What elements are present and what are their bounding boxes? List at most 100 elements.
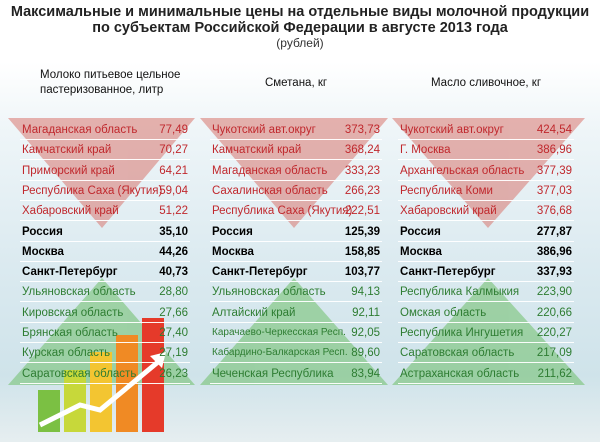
region-name: Москва — [400, 245, 442, 258]
up-arrow — [200, 278, 388, 385]
row-divider — [398, 281, 574, 283]
down-arrow — [8, 118, 195, 228]
region-name: Архангельская область — [400, 164, 525, 177]
price: 386,96 — [536, 144, 572, 157]
row-divider — [20, 382, 190, 384]
region-name: Санкт-Петербург — [212, 266, 308, 279]
region-name: Санкт-Петербург — [400, 266, 496, 279]
row-divider — [20, 159, 190, 161]
row-divider — [210, 321, 382, 323]
price: 92,11 — [352, 306, 380, 319]
price: 70,27 — [159, 144, 188, 157]
row-divider — [210, 342, 382, 343]
row-divider — [398, 301, 574, 303]
region-name: Камчатский край — [212, 144, 302, 157]
price: 44,26 — [159, 245, 188, 258]
region-name: Республика Ингушетия — [400, 327, 524, 339]
row-divider — [210, 179, 382, 181]
price: 377,39 — [536, 164, 572, 177]
price: 26,23 — [159, 367, 188, 380]
region-name: Кабардино-Балкарская Респ. — [212, 347, 348, 359]
region-name: Сахалинская область — [212, 184, 328, 197]
region-name: Россия — [212, 225, 253, 238]
row-divider — [398, 342, 574, 343]
row-divider — [210, 199, 382, 201]
title: по субъектам Российской Федерации в авгу… — [92, 20, 508, 36]
row-divider — [20, 260, 190, 262]
region-name: Республика Саха (Якутия) — [212, 205, 353, 218]
price: 211,62 — [537, 367, 572, 380]
row-divider — [210, 220, 382, 222]
column-header: Сметана, кг — [264, 77, 328, 89]
row-divider — [210, 139, 382, 140]
price: 333,23 — [344, 164, 380, 177]
row-divider — [398, 321, 574, 323]
region-name: Саратовская область — [22, 367, 137, 380]
region-name: Г. Москва — [400, 144, 451, 157]
region-name: Чеченская Республика — [212, 367, 334, 380]
region-name: Магаданская область — [22, 124, 138, 136]
region-name: Республика Саха (Якутия) — [22, 184, 163, 197]
region-name: Хабаровский край — [22, 205, 119, 218]
price: 377,03 — [536, 184, 572, 197]
row-divider — [20, 240, 190, 242]
row-divider — [398, 362, 574, 364]
region-name: Санкт-Петербург — [22, 266, 118, 279]
price: 89,60 — [351, 347, 380, 360]
price: 103,77 — [344, 266, 380, 279]
region-name: Омская область — [400, 306, 487, 319]
region-name: Россия — [22, 225, 63, 238]
row-divider — [398, 260, 574, 262]
price: 424,54 — [536, 124, 572, 136]
price: 125,39 — [344, 225, 380, 238]
region-name: Россия — [400, 225, 441, 238]
row-divider — [210, 301, 382, 303]
row-divider — [210, 382, 382, 384]
row-divider — [210, 260, 382, 262]
price: 59,04 — [159, 184, 188, 197]
price: 92,05 — [351, 327, 380, 339]
row-divider — [210, 240, 382, 242]
row-divider — [20, 342, 190, 343]
price: 28,80 — [159, 286, 188, 299]
price: 220,66 — [536, 306, 572, 319]
column-header: Масло сливочное, кг — [430, 77, 542, 89]
row-divider — [20, 179, 190, 181]
price: 277,87 — [536, 225, 572, 238]
title: Максимальные и минимальные цены на отдел… — [10, 4, 590, 20]
row-divider — [210, 281, 382, 283]
row-divider — [20, 220, 190, 222]
row-divider — [398, 382, 574, 384]
price: 386,96 — [536, 245, 572, 258]
region-name: Магаданская область — [212, 164, 328, 177]
row-divider — [210, 159, 382, 161]
row-divider — [398, 159, 574, 161]
region-name: Саратовская область — [400, 347, 515, 360]
region-name: Кировская область — [22, 306, 124, 319]
up-arrow — [392, 278, 585, 385]
price: 27,40 — [159, 327, 188, 339]
row-divider — [398, 179, 574, 181]
region-name: Чукотский авт.округ — [400, 124, 504, 136]
region-name: Ульяновская область — [212, 286, 326, 299]
price: 217,09 — [536, 347, 572, 360]
region-name: Ульяновская область — [22, 286, 136, 299]
price: 223,90 — [536, 286, 572, 299]
row-divider — [398, 199, 574, 201]
price: 266,23 — [344, 184, 380, 197]
region-name: Москва — [212, 245, 254, 258]
region-name: Чукотский авт.округ — [212, 124, 316, 136]
region-name: Алтайский край — [212, 306, 296, 319]
row-divider — [20, 139, 190, 140]
region-name: Брянская область — [22, 327, 118, 339]
row-divider — [398, 220, 574, 222]
region-name: Республика Калмыкия — [400, 286, 520, 299]
region-name: Москва — [22, 245, 64, 258]
region-name: Камчатский край — [22, 144, 112, 157]
price: 77,49 — [159, 124, 188, 136]
price: 220,27 — [536, 327, 572, 339]
row-divider — [20, 281, 190, 283]
price: 376,68 — [536, 205, 572, 218]
row-divider — [20, 321, 190, 323]
subtitle: (рублей) — [276, 36, 324, 50]
